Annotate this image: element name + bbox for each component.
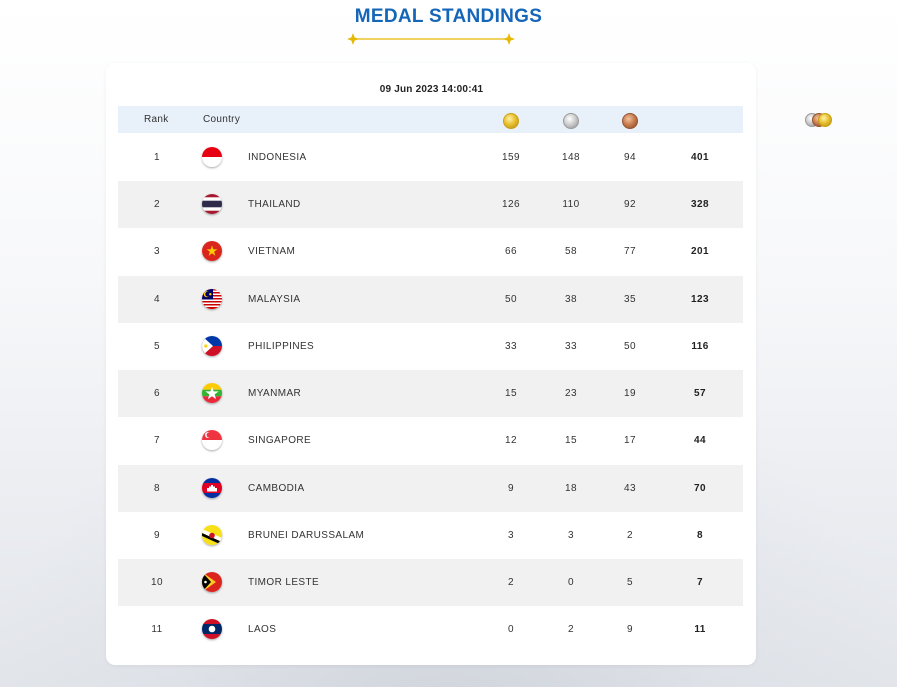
silver-count: 38 (565, 294, 577, 305)
gold-count: 0 (508, 624, 514, 635)
bronze-count: 35 (624, 294, 636, 305)
silver-count: 18 (565, 483, 577, 494)
bronze-count: 5 (627, 577, 633, 588)
country-name: BRUNEI DARUSSALAM (248, 530, 365, 541)
malaysia-flag-icon (202, 289, 222, 309)
brunei-flag-icon (202, 525, 222, 545)
bronze-count: 19 (624, 388, 636, 399)
gold-count: 126 (502, 199, 520, 210)
rank-cell: 1 (154, 152, 160, 163)
singapore-flag-icon (202, 430, 222, 450)
country-name: MYANMAR (248, 388, 302, 399)
silver-count: 15 (565, 435, 577, 446)
title-decoration-icon (347, 33, 515, 45)
gold-count: 3 (508, 530, 514, 541)
table-row[interactable]: 10 TIMOR LESTE 2 0 5 7 (118, 559, 743, 606)
myanmar-flag-icon (202, 383, 222, 403)
table-row[interactable]: 5 PHILIPPINES 33 33 50 116 (118, 323, 743, 370)
thailand-flag-icon (202, 194, 222, 214)
silver-count: 0 (568, 577, 574, 588)
bronze-medal-icon[interactable] (622, 113, 638, 129)
gold-count: 66 (505, 246, 517, 257)
country-name: LAOS (248, 624, 277, 635)
bronze-count: 43 (624, 483, 636, 494)
silver-count: 148 (562, 152, 580, 163)
bronze-count: 94 (624, 152, 636, 163)
country-name: TIMOR LESTE (248, 577, 320, 588)
table-header: Rank Country (118, 106, 832, 133)
country-name: VIETNAM (248, 246, 296, 257)
silver-count: 110 (562, 199, 580, 210)
silver-count: 2 (568, 624, 574, 635)
country-name: CAMBODIA (248, 483, 305, 494)
table-row[interactable]: 6 MYANMAR 15 23 19 57 (118, 370, 743, 417)
rank-cell: 2 (154, 199, 160, 210)
silver-count: 3 (568, 530, 574, 541)
total-count: 44 (694, 435, 706, 446)
table-row[interactable]: 1 INDONESIA 159 148 94 401 (118, 134, 743, 181)
indonesia-flag-icon (202, 147, 222, 167)
country-name: MALAYSIA (248, 294, 301, 305)
gold-count: 12 (505, 435, 517, 446)
last-updated-timestamp: 09 Jun 2023 14:00:41 (379, 84, 484, 95)
table-row[interactable]: 7 SINGAPORE 12 15 17 44 (118, 417, 743, 464)
country-name: SINGAPORE (248, 435, 312, 446)
country-name: INDONESIA (248, 152, 307, 163)
silver-count: 58 (565, 246, 577, 257)
philippines-flag-icon (202, 336, 222, 356)
total-medals-icon[interactable] (805, 112, 833, 130)
gold-count: 2 (508, 577, 514, 588)
total-count: 116 (691, 341, 709, 352)
header-country[interactable]: Country (203, 114, 241, 125)
total-count: 70 (694, 483, 706, 494)
table-row[interactable]: 2 THAILAND 126 110 92 328 (118, 181, 743, 228)
total-count: 201 (691, 246, 709, 257)
gold-count: 33 (505, 341, 517, 352)
table-row[interactable]: 4 MALAYSIA 50 38 35 123 (118, 276, 743, 323)
rank-cell: 11 (151, 624, 163, 635)
bronze-count: 9 (627, 624, 633, 635)
bronze-count: 2 (627, 530, 633, 541)
gold-count: 15 (505, 388, 517, 399)
cambodia-flag-icon (202, 478, 222, 498)
rank-cell: 5 (154, 341, 160, 352)
header-rank[interactable]: Rank (144, 114, 169, 125)
rank-cell: 7 (154, 435, 160, 446)
vietnam-flag-icon (202, 241, 222, 261)
gold-medal-icon[interactable] (503, 113, 519, 129)
silver-count: 23 (565, 388, 577, 399)
gold-count: 9 (508, 483, 514, 494)
total-count: 328 (691, 199, 709, 210)
table-row[interactable]: 9 BRUNEI DARUSSALAM 3 3 2 8 (118, 512, 743, 559)
laos-flag-icon (202, 619, 222, 639)
rank-cell: 8 (154, 483, 160, 494)
total-count: 401 (691, 152, 709, 163)
page-title: MEDAL STANDINGS (354, 6, 543, 27)
gold-count: 50 (505, 294, 517, 305)
bronze-count: 50 (624, 341, 636, 352)
silver-medal-icon[interactable] (563, 113, 579, 129)
table-row[interactable]: 8 CAMBODIA 9 18 43 70 (118, 465, 743, 512)
table-row[interactable]: 3 VIETNAM 66 58 77 201 (118, 228, 743, 275)
total-count: 11 (694, 624, 706, 635)
gold-count: 159 (502, 152, 520, 163)
bronze-count: 17 (624, 435, 636, 446)
total-count: 123 (691, 294, 709, 305)
rank-cell: 3 (154, 246, 160, 257)
bronze-count: 92 (624, 199, 636, 210)
silver-count: 33 (565, 341, 577, 352)
rank-cell: 9 (154, 530, 160, 541)
total-count: 57 (694, 388, 706, 399)
table-row[interactable]: 11 LAOS 0 2 9 11 (118, 606, 743, 653)
total-count: 7 (697, 577, 703, 588)
country-name: PHILIPPINES (248, 341, 315, 352)
rank-cell: 10 (151, 577, 163, 588)
rank-cell: 4 (154, 294, 160, 305)
total-count: 8 (697, 530, 703, 541)
rank-cell: 6 (154, 388, 160, 399)
country-name: THAILAND (248, 199, 301, 210)
timor-leste-flag-icon (202, 572, 222, 592)
bronze-count: 77 (624, 246, 636, 257)
